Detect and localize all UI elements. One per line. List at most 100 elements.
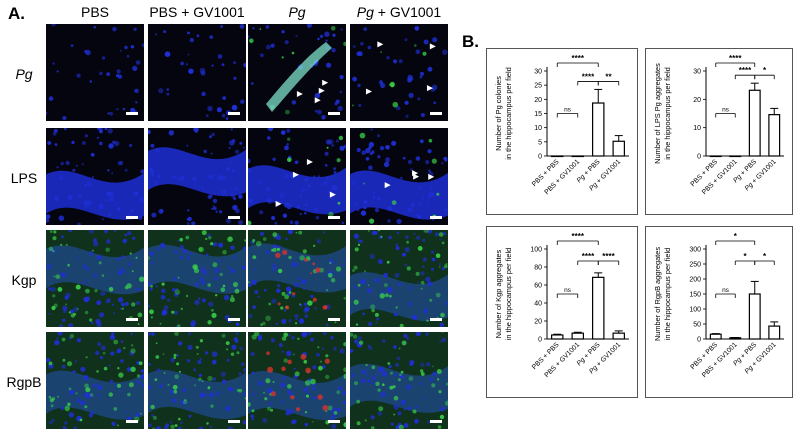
significance-label: ns (722, 107, 730, 114)
column-header-rest: + GV1001 (373, 4, 442, 20)
y-tick-label: 30 (693, 69, 701, 76)
significance-label: **** (582, 72, 595, 81)
y-tick-label: 40 (534, 301, 542, 308)
scale-bar (430, 216, 442, 219)
scale-bar (126, 112, 138, 115)
bar (768, 325, 781, 340)
scale-bar (126, 216, 138, 219)
y-tick-label: 10 (693, 125, 701, 132)
micrograph-lps-col0 (46, 128, 144, 225)
micrograph-pg-col3 (350, 24, 448, 121)
row-header-rgpb: RgpB (6, 374, 42, 390)
bar (612, 332, 625, 340)
row-header-lps: LPS (10, 170, 38, 186)
significance-label: ns (722, 287, 730, 294)
chart-lps-aggregates: Number of LPS Pg aggregates in the hippoc… (645, 48, 793, 215)
bar (612, 140, 625, 157)
bar (768, 114, 781, 157)
significance-label: **** (572, 54, 585, 63)
column-header-2: Pg (247, 4, 347, 20)
y-tick-label: 20 (693, 97, 701, 104)
column-header-1: PBS + GV1001 (147, 4, 247, 20)
scale-bar (126, 420, 138, 423)
y-axis-label-line2: in the hippocampus per field (663, 67, 672, 159)
significance-label: **** (572, 232, 585, 241)
significance-label: **** (582, 252, 595, 261)
significance-label: **** (602, 252, 615, 261)
significance-label: * (743, 252, 747, 261)
micrograph-kgp-col3 (350, 230, 448, 327)
y-tick-label: 10 (534, 125, 542, 132)
row-header-kgp: Kgp (11, 272, 37, 288)
chart-kgp-aggregates: Number of Kgp aggregates in the hippocamp… (486, 226, 638, 398)
scale-bar (328, 216, 340, 219)
scale-bar (126, 318, 138, 321)
micrograph-pg-col2 (248, 24, 346, 121)
column-header-text: PBS (80, 4, 109, 20)
micrograph-kgp-col1 (148, 230, 246, 327)
significance-label: ns (564, 287, 572, 294)
y-tick-label: 0 (697, 154, 701, 161)
micrograph-lps-col2 (248, 128, 346, 225)
significance-label: * (734, 232, 738, 241)
significance-label: * (763, 252, 767, 261)
micrograph-rgpb-col3 (350, 332, 448, 429)
scale-bar (328, 318, 340, 321)
row-header-pg: Pg (15, 66, 33, 82)
y-tick-label: 300 (689, 247, 701, 254)
y-tick-label: 60 (534, 283, 542, 290)
bar (729, 155, 742, 158)
y-tick-label: 250 (689, 262, 701, 269)
y-axis-label: Number of RgpB aggregates (653, 247, 662, 341)
y-tick-label: 150 (689, 292, 701, 299)
y-axis-label-line2: in the hippocampus per field (504, 67, 513, 159)
bar (551, 334, 564, 340)
micrograph-rgpb-col1 (148, 332, 246, 429)
chart-pg-colonies: Number of Pg colonies in the hippocampus … (486, 48, 638, 215)
panel-a-label: A. (8, 4, 25, 23)
bar (709, 333, 722, 340)
y-tick-label: 0 (538, 337, 542, 344)
micrograph-rgpb-col0 (46, 332, 144, 429)
y-tick-label: 100 (689, 307, 701, 314)
scale-bar (328, 420, 340, 423)
significance-label: ** (605, 72, 612, 81)
micrograph-kgp-col0 (46, 230, 144, 327)
scale-bar (228, 420, 240, 423)
scale-bar (228, 112, 240, 115)
bar (571, 155, 584, 158)
column-header-3: Pg + GV1001 (349, 4, 449, 20)
y-tick-label: 0 (538, 154, 542, 161)
micrograph-rgpb-col2 (248, 332, 346, 429)
significance-label: **** (739, 66, 752, 75)
bar (709, 155, 722, 158)
bar (748, 89, 761, 157)
micrograph-lps-col3 (350, 128, 448, 225)
scale-bar (228, 216, 240, 219)
y-tick-label: 0 (697, 337, 701, 344)
bar (592, 276, 605, 340)
y-tick-label: 200 (689, 277, 701, 284)
bar (592, 102, 605, 157)
micrograph-lps-col1 (148, 128, 246, 225)
scale-bar (228, 318, 240, 321)
chart-rgpb-aggregates: Number of RgpB aggregates in the hippocam… (645, 226, 793, 398)
bar (551, 155, 564, 158)
significance-label: **** (729, 54, 742, 63)
y-tick-label: 20 (534, 97, 542, 104)
y-tick-label: 15 (534, 111, 542, 118)
y-tick-label: 80 (534, 265, 542, 272)
bar (571, 332, 584, 340)
y-axis-label: Number of Pg colonies (494, 76, 503, 151)
y-tick-label: 20 (534, 319, 542, 326)
micrograph-kgp-col2 (248, 230, 346, 327)
y-tick-label: 50 (693, 322, 701, 329)
scale-bar (328, 112, 340, 115)
y-tick-label: 30 (534, 69, 542, 76)
column-header-text: PBS + GV1001 (149, 4, 245, 20)
scale-bar (430, 112, 442, 115)
significance-label: * (763, 66, 767, 75)
y-axis-label-line2: in the hippocampus per field (663, 248, 672, 340)
scale-bar (430, 420, 442, 423)
bar (748, 293, 761, 340)
